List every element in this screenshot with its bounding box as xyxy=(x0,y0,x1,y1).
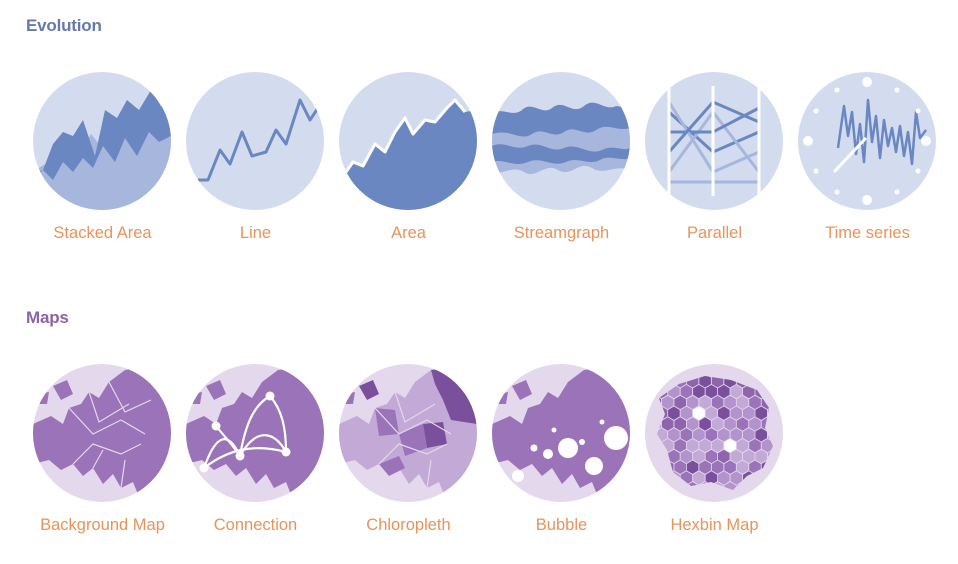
chloropleth-map-icon xyxy=(339,364,477,502)
card-label: Streamgraph xyxy=(513,224,610,242)
card-label: Background Map xyxy=(40,516,165,534)
card-label: Stacked Area xyxy=(53,224,152,242)
card-connection[interactable]: Connection xyxy=(179,364,332,554)
card-label: Chloropleth xyxy=(366,516,451,534)
card-time-series[interactable]: Time series xyxy=(791,72,944,262)
card-label: Bubble xyxy=(535,516,588,534)
card-stacked-area[interactable]: Stacked Area xyxy=(26,72,179,262)
line-chart-icon xyxy=(186,72,324,210)
card-label: Time series xyxy=(825,224,910,242)
card-label: Area xyxy=(391,224,426,242)
area-chart-icon xyxy=(339,72,477,210)
card-parallel[interactable]: Parallel xyxy=(638,72,791,262)
card-background-map[interactable]: Background Map xyxy=(26,364,179,554)
section-title-evolution: Evolution xyxy=(26,16,102,35)
maps-grid: Background Map xyxy=(26,364,946,564)
card-streamgraph[interactable]: Streamgraph xyxy=(485,72,638,262)
parallel-coordinates-chart-icon xyxy=(645,72,783,210)
card-label: Connection xyxy=(213,516,298,534)
card-chloropleth[interactable]: Chloropleth xyxy=(332,364,485,554)
connection-map-icon xyxy=(186,364,324,502)
card-area[interactable]: Area xyxy=(332,72,485,262)
stacked-area-chart-icon xyxy=(33,72,171,210)
card-line[interactable]: Line xyxy=(179,72,332,262)
card-hexbin-map[interactable]: Hexbin Map xyxy=(638,364,791,554)
time-series-chart-icon xyxy=(798,72,936,210)
background-map-icon xyxy=(33,364,171,502)
card-label: Line xyxy=(239,224,272,242)
streamgraph-chart-icon xyxy=(492,72,630,210)
bubble-map-icon xyxy=(492,364,630,502)
section-title-maps: Maps xyxy=(26,308,69,327)
evolution-grid: Stacked Area Line Area xyxy=(26,72,946,272)
card-label: Hexbin Map xyxy=(670,516,759,534)
card-bubble[interactable]: Bubble xyxy=(485,364,638,554)
hexbin-map-icon xyxy=(645,364,783,502)
card-label: Parallel xyxy=(686,224,743,242)
